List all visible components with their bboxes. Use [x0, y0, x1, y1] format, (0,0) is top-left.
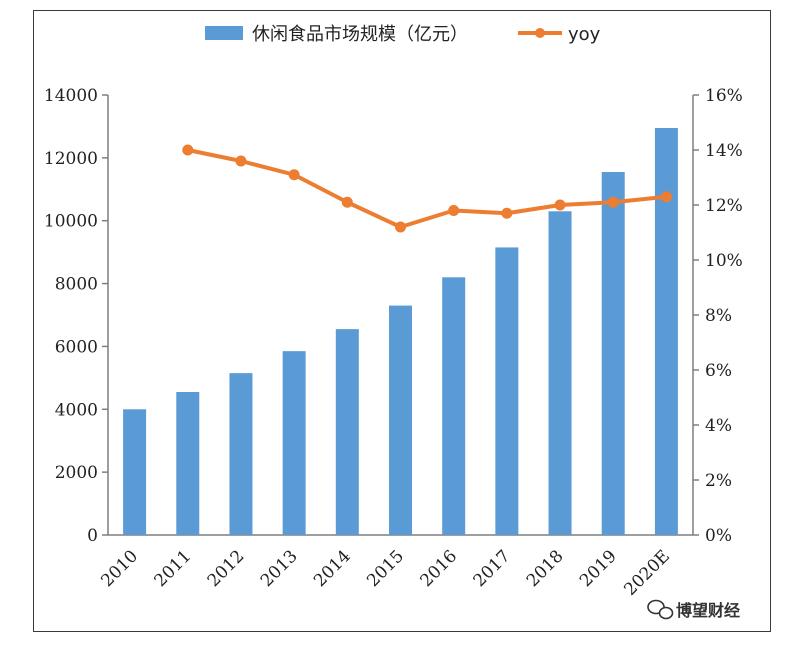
x-tick-label: 2016	[416, 546, 461, 591]
legend-swatch-marker	[535, 28, 545, 38]
right-tick-label: 14%	[705, 141, 743, 161]
legend-swatch-bar	[205, 26, 243, 40]
right-tick-label: 0%	[705, 526, 732, 546]
bar-2016	[442, 277, 466, 535]
left-tick-label: 6000	[55, 337, 98, 357]
bar-2010	[123, 409, 147, 535]
right-tick-label: 6%	[705, 361, 732, 381]
x-tick-label: 2019	[576, 546, 621, 591]
x-tick-label: 2013	[257, 546, 302, 591]
right-tick-label: 10%	[705, 251, 743, 271]
x-tick-label: 2017	[470, 546, 515, 591]
left-tick-label: 4000	[55, 400, 98, 420]
yoy-point-2018	[554, 199, 566, 211]
left-tick-label: 10000	[44, 212, 98, 232]
left-tick-label: 2000	[55, 463, 98, 483]
legend: 休闲食品市场规模（亿元） yoy	[205, 24, 601, 45]
yoy-point-2012	[235, 155, 247, 167]
yoy-line	[187, 148, 667, 229]
right-tick-label: 16%	[705, 86, 743, 106]
yoy-point-2017	[501, 207, 513, 219]
yoy-point-2020E	[660, 191, 672, 203]
right-tick-label: 12%	[705, 196, 743, 216]
right-axis-ticks: 0% 2% 4% 6% 8% 10% 12% 14% 16%	[693, 86, 743, 546]
yoy-point-2014	[341, 196, 353, 208]
bar-2017	[495, 247, 519, 535]
left-axis-ticks: 0 2000 4000 6000 8000 10000 12000 14000	[44, 86, 108, 546]
right-tick-label: 4%	[705, 416, 732, 436]
watermark: 博望财经	[647, 599, 740, 620]
legend-label-bar: 休闲食品市场规模（亿元）	[252, 24, 468, 45]
bar-2019	[601, 172, 625, 535]
yoy-point-2011	[182, 144, 194, 156]
bar-2012	[229, 373, 253, 535]
bar-2015	[389, 305, 412, 535]
wechat-icon	[647, 599, 674, 620]
yoy-point-2016	[448, 205, 460, 216]
legend-label-line: yoy	[568, 24, 601, 45]
yoy-line-series	[182, 144, 672, 233]
right-tick-label: 2%	[705, 471, 732, 491]
x-tick-label: 2018	[523, 546, 568, 591]
yoy-point-2013	[288, 169, 300, 181]
left-tick-label: 0	[87, 526, 98, 546]
x-tick-label: 2012	[204, 546, 249, 591]
x-tick-label: 2020E	[620, 546, 674, 600]
right-tick-label: 8%	[705, 306, 732, 326]
left-tick-label: 8000	[55, 275, 98, 295]
x-tick-label: 2015	[363, 546, 408, 591]
yoy-point-2019	[607, 196, 619, 208]
bar-2013	[282, 351, 306, 535]
bar-2011	[176, 392, 200, 535]
x-axis-ticks: 2010 2011 2012 2013 2014 2015 2016 2017 2018 2019…	[97, 546, 674, 600]
bar-2014	[335, 329, 359, 535]
bar-2020E	[654, 128, 678, 535]
x-tick-label: 2014	[310, 546, 355, 591]
x-tick-label: 2011	[151, 546, 196, 591]
x-tick-label: 2010	[97, 546, 142, 591]
bar-series	[123, 128, 678, 536]
bar-2018	[548, 211, 572, 536]
left-tick-label: 14000	[44, 86, 98, 106]
left-tick-label: 12000	[44, 149, 98, 169]
watermark-text: 博望财经	[676, 601, 740, 620]
yoy-point-2015	[395, 221, 406, 233]
